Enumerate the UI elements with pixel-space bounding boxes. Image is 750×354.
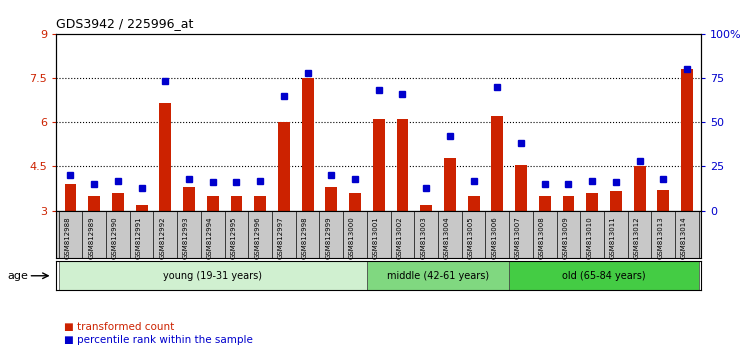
Bar	[58, 261, 367, 290]
Text: GSM812995: GSM812995	[230, 216, 236, 259]
Bar	[634, 166, 646, 211]
Text: GSM813008: GSM813008	[538, 216, 544, 259]
Text: GSM812992: GSM812992	[159, 216, 165, 259]
Text: GDS3942 / 225996_at: GDS3942 / 225996_at	[56, 17, 194, 30]
Bar	[207, 196, 219, 211]
Text: GSM813011: GSM813011	[610, 216, 616, 259]
Text: GSM813001: GSM813001	[373, 216, 379, 259]
Bar	[509, 261, 699, 290]
Text: GSM812997: GSM812997	[278, 216, 284, 259]
Bar	[136, 205, 148, 211]
Text: GSM813002: GSM813002	[397, 216, 403, 259]
Text: GSM812996: GSM812996	[254, 216, 260, 259]
Text: GSM813003: GSM813003	[420, 216, 426, 259]
Bar	[515, 165, 527, 211]
Text: GSM812991: GSM812991	[136, 216, 142, 259]
Bar	[326, 187, 338, 211]
Bar	[397, 119, 409, 211]
Bar	[373, 119, 385, 211]
Text: GSM813014: GSM813014	[681, 216, 687, 259]
Bar	[610, 192, 622, 211]
Bar	[88, 196, 100, 211]
Text: GSM813012: GSM813012	[634, 216, 640, 259]
Text: ■ transformed count: ■ transformed count	[64, 322, 174, 332]
Text: GSM813004: GSM813004	[444, 216, 450, 259]
Bar	[230, 196, 242, 211]
Text: GSM812993: GSM812993	[183, 216, 189, 259]
Text: GSM812994: GSM812994	[207, 216, 213, 259]
Text: GSM813007: GSM813007	[515, 216, 521, 259]
Text: GSM812989: GSM812989	[88, 216, 94, 259]
Text: middle (42-61 years): middle (42-61 years)	[387, 271, 489, 281]
Text: GSM813010: GSM813010	[586, 216, 592, 259]
Bar	[681, 69, 693, 211]
Bar	[420, 205, 432, 211]
Bar	[586, 193, 598, 211]
Text: GSM813013: GSM813013	[657, 216, 663, 259]
Text: young (19-31 years): young (19-31 years)	[164, 271, 262, 281]
Text: GSM812990: GSM812990	[112, 216, 118, 259]
Bar	[491, 116, 503, 211]
Text: GSM812998: GSM812998	[302, 216, 307, 259]
Bar	[658, 190, 669, 211]
Text: age: age	[8, 271, 28, 281]
Text: ■ percentile rank within the sample: ■ percentile rank within the sample	[64, 335, 253, 345]
Text: GSM812988: GSM812988	[64, 216, 70, 259]
Bar	[562, 196, 574, 211]
Text: old (65-84 years): old (65-84 years)	[562, 271, 646, 281]
Bar	[112, 193, 124, 211]
Bar	[64, 184, 76, 211]
Bar	[302, 79, 313, 211]
Bar	[254, 196, 266, 211]
Bar	[538, 196, 550, 211]
Bar	[160, 103, 171, 211]
Text: GSM813009: GSM813009	[562, 216, 568, 259]
Bar	[278, 122, 290, 211]
Text: GSM813005: GSM813005	[467, 216, 473, 259]
Bar	[349, 193, 361, 211]
Text: GSM812999: GSM812999	[326, 216, 332, 259]
Bar	[468, 196, 479, 211]
Text: GSM813006: GSM813006	[491, 216, 497, 259]
Text: GSM813000: GSM813000	[349, 216, 355, 259]
Bar	[367, 261, 509, 290]
Bar	[444, 158, 456, 211]
Bar	[183, 187, 195, 211]
